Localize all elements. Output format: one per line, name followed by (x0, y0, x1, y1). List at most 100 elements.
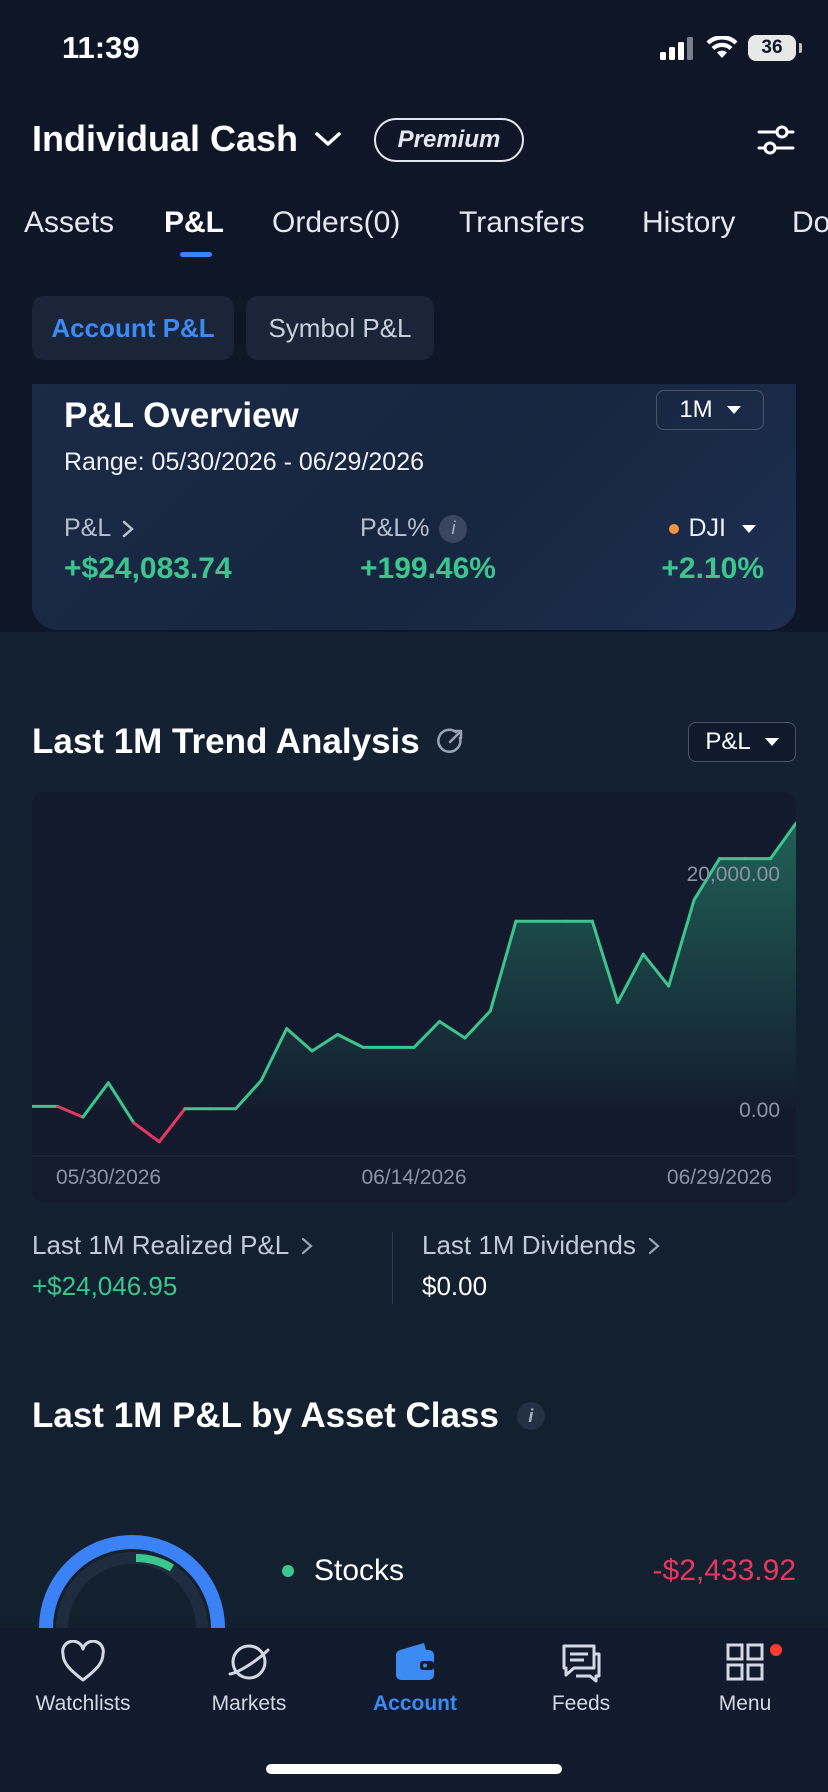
trend-line-segment (641, 952, 671, 988)
tab-assets[interactable]: Assets (24, 206, 115, 239)
tab-transfers[interactable]: Transfers (459, 206, 585, 239)
asset-class-title-text: Last 1M P&L by Asset Class (32, 1396, 499, 1435)
trend-chart-svg: 20,000.00 0.00 05/30/2026 06/14/2026 06/29/2… (32, 821, 796, 1202)
trend-line-segment (438, 1020, 467, 1040)
trend-line-segment (336, 1033, 365, 1049)
overview-title: P&L Overview (64, 396, 299, 435)
stocks-dot (282, 1565, 294, 1577)
trend-line-segment (106, 1081, 136, 1125)
trend-line-segment (132, 1121, 161, 1144)
trend-line-segment (667, 898, 696, 988)
status-icons: 36 (660, 34, 802, 62)
realized-pl-label: Last 1M Realized P&L (32, 1230, 290, 1260)
dividends-label: Last 1M Dividends (422, 1230, 636, 1260)
grid-icon (726, 1643, 764, 1681)
dividends-stat[interactable]: Last 1M Dividends $0.00 (422, 1230, 660, 1302)
period-dropdown[interactable]: 1M (656, 390, 764, 430)
metric-value: P&L (705, 728, 751, 755)
trend-line-segment (259, 1027, 289, 1082)
notification-badge (770, 1644, 782, 1656)
chart-lines-group (32, 821, 796, 1144)
x-tick-label: 06/14/2026 (361, 1166, 466, 1189)
stat-divider (392, 1232, 393, 1304)
pl-overview-card: P&L Overview Range: 05/30/2026 - 06/29/2… (32, 384, 796, 630)
asset-class-gauge (39, 1535, 225, 1628)
trend-line-segment (692, 857, 722, 902)
chart-ticks-group: 20,000.00 0.00 05/30/2026 06/14/2026 06/29/2… (56, 863, 780, 1189)
trend-chart[interactable]: 20,000.00 0.00 05/30/2026 06/14/2026 06/29/2… (32, 792, 796, 1202)
pl-label-text: P&L (64, 514, 112, 542)
asset-value-stocks: -$2,433.92 (652, 1554, 796, 1587)
asset-row-stocks[interactable]: Stocks (282, 1554, 404, 1588)
account-selector[interactable]: Individual Cash (32, 118, 342, 160)
trend-line-segment (769, 821, 796, 861)
settings-sliders-icon[interactable] (756, 120, 796, 160)
nav-feeds[interactable]: Feeds (498, 1640, 664, 1716)
info-icon[interactable]: i (516, 1402, 545, 1430)
dividends-value: $0.00 (422, 1271, 488, 1301)
battery-indicator: 36 (748, 35, 802, 61)
chevron-right-icon (123, 520, 135, 537)
plpct-label: P&L% i (360, 514, 468, 543)
trend-line-segment (412, 1020, 441, 1049)
symbol-pl-toggle[interactable]: Symbol P&L (246, 296, 434, 360)
tab-orders[interactable]: Orders(0) (272, 206, 401, 239)
tab-pl[interactable]: P&L (164, 206, 224, 239)
nav-markets[interactable]: Markets (166, 1640, 332, 1716)
trend-line-segment (463, 1009, 492, 1040)
nav-menu[interactable]: Menu (662, 1640, 828, 1716)
expand-share-icon[interactable] (436, 728, 464, 756)
status-time: 11:39 (62, 30, 140, 65)
pl-value: +$24,083.74 (64, 552, 232, 585)
nav-label: Menu (718, 1692, 772, 1715)
trend-line-segment (285, 1027, 314, 1053)
tab-bar: Assets P&L Orders(0) Transfers History D… (0, 200, 828, 260)
caret-down-icon (742, 524, 756, 533)
premium-badge[interactable]: Premium (374, 118, 524, 162)
realized-pl-stat[interactable]: Last 1M Realized P&L +$24,046.95 (32, 1230, 313, 1302)
wallet-icon (396, 1643, 434, 1680)
pl-label[interactable]: P&L (64, 514, 135, 543)
y-tick-label: 20,000.00 (687, 863, 780, 886)
tab-documents[interactable]: Do (792, 206, 828, 239)
realized-pl-value: +$24,046.95 (32, 1271, 178, 1301)
trend-line-segment (56, 1104, 85, 1119)
chevron-right-icon (648, 1237, 660, 1254)
trend-line-segment (590, 919, 620, 1005)
x-tick-label: 06/29/2026 (667, 1166, 772, 1189)
trend-line-segment (310, 1033, 340, 1053)
nav-watchlists[interactable]: Watchlists (0, 1640, 166, 1716)
active-tab-indicator (180, 252, 212, 257)
account-name: Individual Cash (32, 118, 299, 159)
trend-line-segment (616, 952, 645, 1005)
overview-range: Range: 05/30/2026 - 06/29/2026 (64, 448, 425, 476)
nav-label: Watchlists (35, 1692, 131, 1715)
nav-label: Account (373, 1692, 457, 1715)
trend-line-segment (157, 1107, 187, 1144)
trend-area (32, 823, 796, 1109)
benchmark-selector[interactable]: DJI (668, 514, 756, 543)
caret-down-icon (764, 738, 779, 746)
trend-line-segment (81, 1081, 110, 1119)
x-tick-label: 05/30/2026 (56, 1166, 161, 1189)
info-icon[interactable]: i (439, 514, 468, 543)
nav-label: Feeds (551, 1692, 611, 1715)
chart-area-group (32, 823, 796, 1109)
nav-account[interactable]: Account (332, 1640, 498, 1716)
tab-history[interactable]: History (642, 206, 736, 239)
chevron-right-icon (302, 1237, 313, 1254)
trend-line-segment (234, 1079, 263, 1111)
chat-icon (562, 1644, 601, 1683)
trend-line-segment (488, 919, 518, 1013)
asset-class-title: Last 1M P&L by Asset Class i (32, 1396, 545, 1436)
x-axis-band (32, 1158, 796, 1202)
period-value: 1M (679, 396, 713, 423)
benchmark-value: +2.10% (661, 552, 764, 585)
signal-icon (660, 37, 693, 60)
account-pl-toggle[interactable]: Account P&L (32, 296, 234, 360)
metric-dropdown[interactable]: P&L (688, 722, 796, 762)
asset-name: Stocks (314, 1554, 405, 1587)
nav-label: Markets (211, 1692, 287, 1715)
plpct-label-text: P&L% (360, 514, 430, 542)
plpct-value: +199.46% (360, 552, 496, 585)
